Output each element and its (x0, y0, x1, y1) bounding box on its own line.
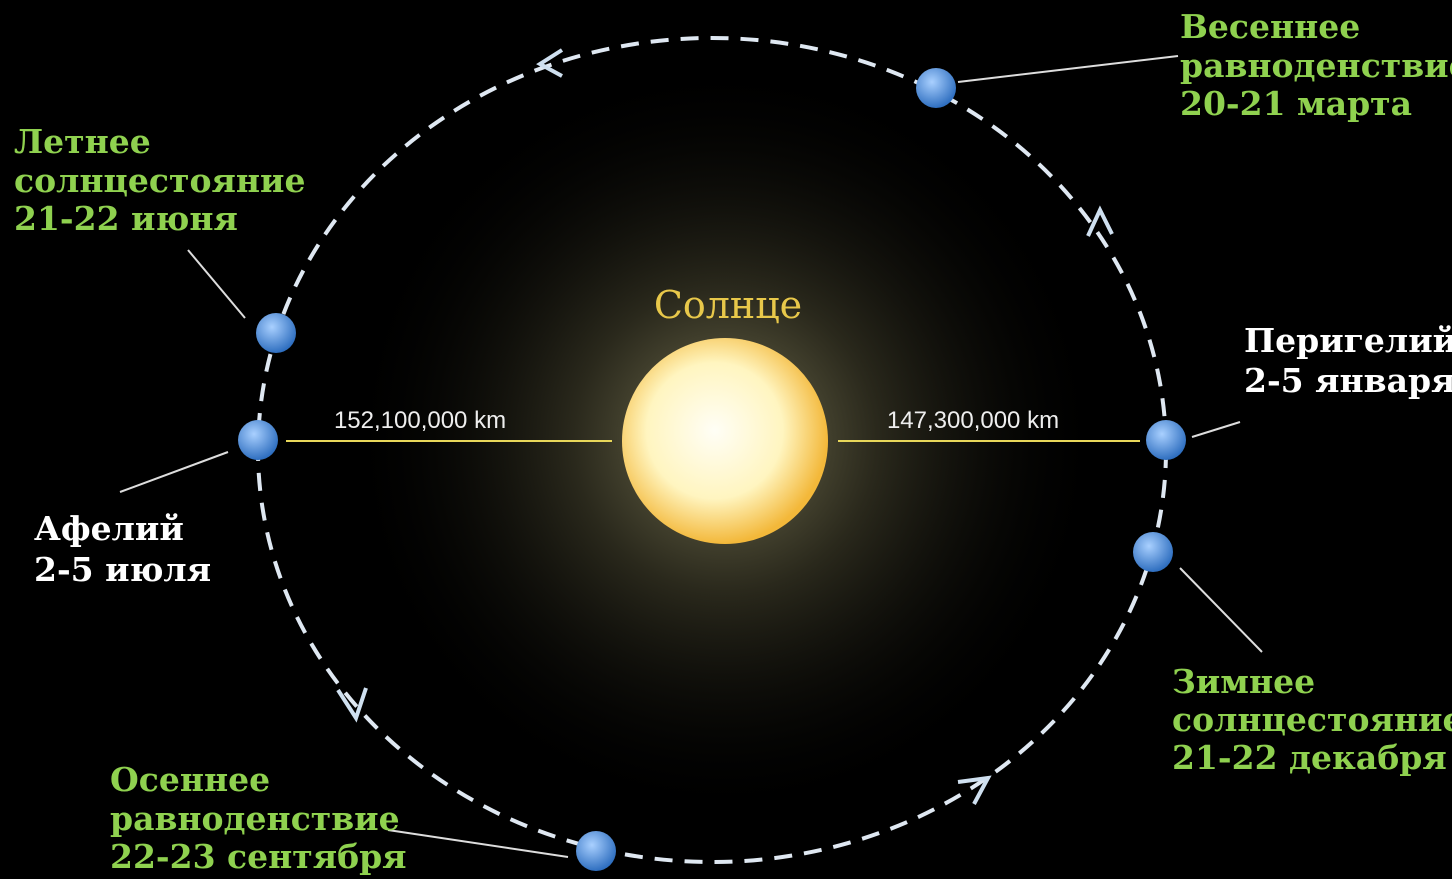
sun-label: Солнце (654, 283, 802, 327)
sun (622, 338, 828, 544)
node-label: Перигелий (1244, 321, 1452, 360)
earth (916, 68, 956, 108)
node-label: солнцестояние (1172, 700, 1452, 739)
node-label: равноденствие (1180, 46, 1452, 85)
orbit-diagram: Солнце 152,100,000 km 147,300,000 km Вес… (0, 0, 1452, 879)
node-label: 21-22 декабря (1172, 738, 1447, 777)
distance-label: 152,100,000 km (334, 407, 506, 434)
node-label: солнцестояние (14, 161, 305, 200)
node-label: Осеннее (110, 760, 270, 799)
node-label: Летнее (14, 122, 151, 161)
node-label: 2-5 января (1244, 361, 1452, 400)
earth (256, 313, 296, 353)
earth (576, 831, 616, 871)
earth (238, 420, 278, 460)
node-label: 21-22 июня (14, 199, 238, 238)
node-label: 2-5 июля (34, 550, 211, 589)
node-label: Зимнее (1172, 662, 1315, 701)
earth (1146, 420, 1186, 460)
earth (1133, 532, 1173, 572)
node-label: Весеннее (1180, 7, 1360, 46)
node-label: 20-21 марта (1180, 84, 1412, 123)
node-label: Афелий (34, 509, 184, 548)
distance-label: 147,300,000 km (887, 407, 1059, 434)
node-label: равноденствие (110, 799, 400, 838)
node-label: 22-23 сентября (110, 837, 407, 876)
